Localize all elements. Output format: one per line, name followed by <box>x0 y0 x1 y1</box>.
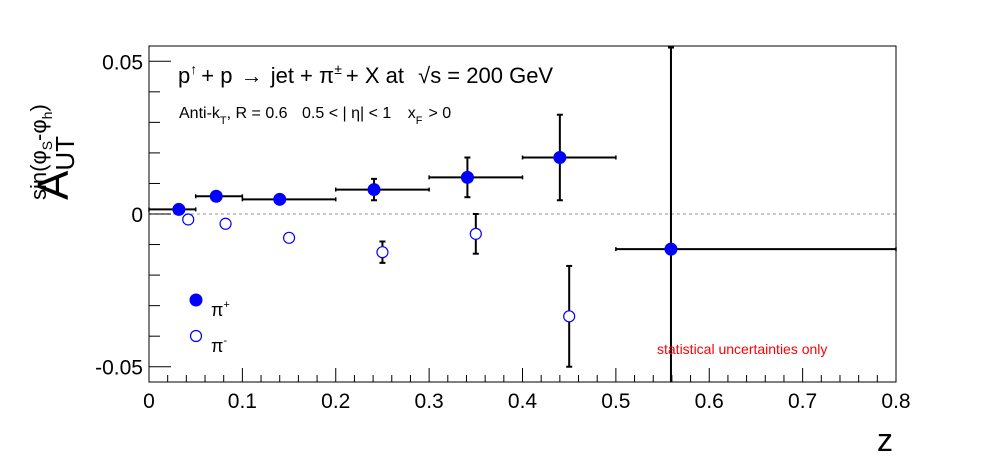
x-tick-label: 0.1 <box>228 390 257 413</box>
pi-minus-point-1 <box>219 217 232 230</box>
pi-minus-marker <box>376 246 389 259</box>
x-axis-label: z <box>877 422 893 458</box>
pi-minus-marker <box>563 310 576 323</box>
pi-minus-point-0 <box>182 213 195 226</box>
legend-marker-pi-minus <box>189 329 203 343</box>
legend-label-pi-plus: π+ <box>211 299 230 320</box>
pi-plus-marker <box>664 242 678 256</box>
pi-plus-marker <box>172 202 186 216</box>
annotation-stat-uncertainties: statistical uncertainties only <box>657 341 827 357</box>
pi-plus-marker <box>367 183 381 197</box>
pi-minus-marker <box>182 213 195 226</box>
x-tick-label: 0.4 <box>508 390 538 413</box>
x-tick-label: 0 <box>143 390 155 413</box>
pi-minus-marker <box>282 231 296 244</box>
y-tick-label: 0 <box>131 204 143 227</box>
legend: π+ π- <box>189 293 230 356</box>
pi-plus-marker <box>273 192 287 206</box>
svg-text:sin(φS-φh): sin(φS-φh) <box>26 104 55 200</box>
pi-minus-point-5 <box>563 264 576 368</box>
pi-plus-point-6 <box>615 46 897 382</box>
chart-title: p↑ + p → jet + π± + X at √s = 200 GeV <box>178 61 553 88</box>
pi-plus-marker <box>553 150 567 164</box>
pi-plus-point-1 <box>194 189 244 203</box>
x-tick-label: 0.7 <box>788 390 817 413</box>
pi-plus-point-2 <box>241 192 337 206</box>
pi-plus-point-0 <box>148 202 197 216</box>
pi-plus-point-4 <box>428 156 524 199</box>
y-tick-label: -0.05 <box>95 357 143 380</box>
x-tick-label: 0.5 <box>601 390 630 413</box>
chart-subtitle: Anti-kT, R = 0.6 0.5 < | η| < 1 xF > 0 <box>179 105 451 127</box>
legend-label-pi-minus: π- <box>211 335 227 356</box>
pi-minus-marker <box>219 217 232 230</box>
x-tick-label: 0.2 <box>321 390 350 413</box>
pi-minus-point-2 <box>282 231 296 244</box>
pi-minus-marker <box>469 227 482 240</box>
svg-text:AUT: AUT <box>29 136 80 200</box>
legend-marker-pi-plus <box>189 293 203 307</box>
x-tick-label: 0.6 <box>695 390 724 413</box>
pi-plus-marker <box>460 170 474 184</box>
pi-plus-point-3 <box>335 177 430 202</box>
y-tick-label: 0.05 <box>102 51 143 74</box>
pi-plus-marker <box>209 189 223 203</box>
pi-minus-point-4 <box>469 213 482 255</box>
y-axis-label: AUT sin(φS-φh) <box>26 104 80 200</box>
pi-minus-point-3 <box>376 240 389 264</box>
x-tick-label: 0.8 <box>881 390 910 413</box>
x-tick-label: 0.3 <box>415 390 444 413</box>
pi-plus-point-5 <box>521 113 617 202</box>
